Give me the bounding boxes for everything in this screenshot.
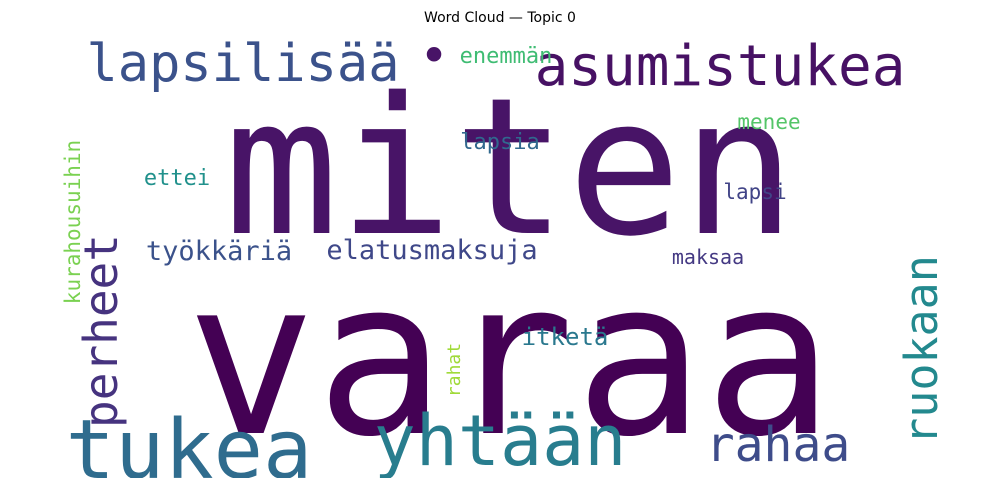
- word-rahaa: rahaa: [706, 417, 851, 473]
- word-yhtaan: yhtään: [374, 400, 627, 478]
- word-tyokkaria: työkkäriä: [146, 236, 292, 267]
- word-ettei: ettei: [144, 166, 210, 191]
- word-kurahousuihin: kurahousuihin: [62, 140, 85, 304]
- chart-title: Word Cloud — Topic 0: [424, 10, 576, 26]
- word-elatusmaksuja: elatusmaksuja: [326, 235, 537, 266]
- word-itketa: itketä: [522, 323, 609, 351]
- word-rahat: rahat: [444, 343, 465, 397]
- word-maksaa: maksaa: [672, 245, 744, 269]
- word-miten: miten: [224, 57, 796, 278]
- word-asumistukea: asumistukea: [535, 38, 906, 99]
- word-tukea: tukea: [66, 403, 313, 478]
- word-menee: menee: [737, 110, 800, 134]
- word-lapsia: lapsia: [460, 130, 539, 155]
- word-dot: •: [419, 38, 449, 85]
- word-lapsi: lapsi: [723, 180, 786, 204]
- word-varaa: varaa: [186, 233, 833, 478]
- word-lapsilisaa: lapsilisää: [86, 38, 399, 94]
- word-enemman: enemmän: [460, 44, 553, 69]
- word-perheet: perheet: [74, 234, 128, 428]
- word-ruokaan: ruokaan: [895, 255, 942, 445]
